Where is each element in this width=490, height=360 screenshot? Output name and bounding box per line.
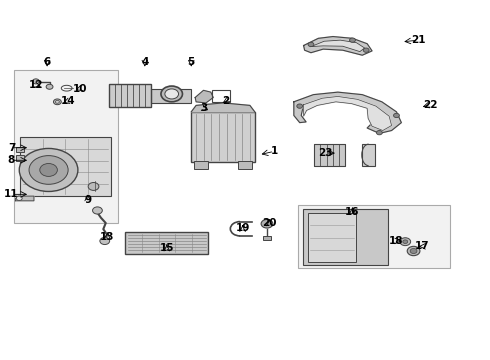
Bar xyxy=(109,84,115,107)
Circle shape xyxy=(308,42,314,46)
Circle shape xyxy=(40,163,57,176)
Circle shape xyxy=(376,131,382,135)
Text: 21: 21 xyxy=(411,35,426,45)
Circle shape xyxy=(32,79,39,84)
Bar xyxy=(115,84,122,107)
Bar xyxy=(263,236,271,240)
Polygon shape xyxy=(304,96,392,131)
Text: 20: 20 xyxy=(262,218,277,228)
Bar xyxy=(315,144,320,166)
Bar xyxy=(125,232,208,253)
Text: 17: 17 xyxy=(415,241,429,251)
Circle shape xyxy=(400,238,411,246)
Bar xyxy=(151,89,191,103)
Bar xyxy=(16,147,24,152)
Bar xyxy=(145,84,151,107)
Bar xyxy=(191,112,255,162)
Polygon shape xyxy=(311,40,365,51)
Text: 2: 2 xyxy=(222,96,229,106)
Text: 15: 15 xyxy=(160,243,174,253)
Polygon shape xyxy=(15,196,34,201)
Text: 5: 5 xyxy=(188,57,195,67)
Bar xyxy=(127,84,133,107)
Bar xyxy=(20,137,111,196)
Bar xyxy=(320,144,326,166)
Circle shape xyxy=(29,156,68,184)
Bar xyxy=(14,69,118,223)
Circle shape xyxy=(88,183,99,190)
Circle shape xyxy=(46,84,53,89)
Bar xyxy=(362,144,375,166)
Text: 11: 11 xyxy=(4,189,19,199)
Circle shape xyxy=(165,89,178,99)
Circle shape xyxy=(363,48,369,52)
Circle shape xyxy=(407,246,420,256)
Circle shape xyxy=(19,148,78,192)
Circle shape xyxy=(349,38,355,42)
Text: 8: 8 xyxy=(8,155,15,165)
Bar xyxy=(298,205,450,268)
Bar xyxy=(315,144,344,166)
Circle shape xyxy=(393,113,399,118)
Text: 4: 4 xyxy=(141,57,148,67)
Circle shape xyxy=(53,99,61,105)
Text: 10: 10 xyxy=(73,84,87,94)
Polygon shape xyxy=(191,103,255,112)
Text: 18: 18 xyxy=(389,236,404,246)
Circle shape xyxy=(93,207,102,214)
Polygon shape xyxy=(195,90,213,103)
Bar xyxy=(133,84,139,107)
Circle shape xyxy=(403,240,408,243)
Text: 3: 3 xyxy=(200,103,207,113)
Bar xyxy=(238,161,252,168)
Circle shape xyxy=(100,237,110,244)
Polygon shape xyxy=(304,37,372,55)
Bar xyxy=(16,155,24,161)
Text: 9: 9 xyxy=(84,195,91,205)
Text: 6: 6 xyxy=(44,57,51,67)
Text: 14: 14 xyxy=(61,96,75,106)
Bar xyxy=(326,144,333,166)
Text: 19: 19 xyxy=(235,224,250,233)
Circle shape xyxy=(16,196,22,201)
Text: 16: 16 xyxy=(345,207,360,217)
Bar xyxy=(333,144,339,166)
Circle shape xyxy=(161,86,182,102)
Text: 22: 22 xyxy=(423,100,438,110)
Circle shape xyxy=(297,104,303,108)
Circle shape xyxy=(410,248,417,253)
Text: 1: 1 xyxy=(270,146,278,156)
Bar xyxy=(339,144,344,166)
Polygon shape xyxy=(294,92,401,134)
Circle shape xyxy=(261,220,273,228)
Bar xyxy=(194,161,208,168)
Bar xyxy=(139,84,145,107)
Bar xyxy=(109,84,151,107)
Text: 23: 23 xyxy=(318,148,333,158)
Text: 12: 12 xyxy=(28,80,43,90)
Bar xyxy=(122,84,127,107)
Bar xyxy=(308,213,356,262)
Bar xyxy=(212,90,230,102)
Circle shape xyxy=(55,100,59,103)
Text: 13: 13 xyxy=(100,232,115,242)
Text: 7: 7 xyxy=(8,143,15,153)
Bar xyxy=(303,209,388,265)
